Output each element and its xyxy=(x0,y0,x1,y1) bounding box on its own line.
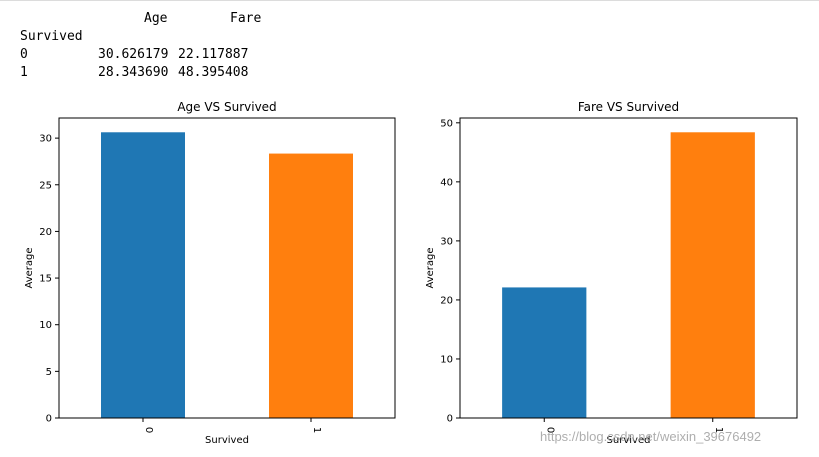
y-tick-label: 0 xyxy=(447,414,453,425)
y-tick-label: 10 xyxy=(440,354,453,365)
axes-frame xyxy=(58,117,396,419)
y-tick-label: 5 xyxy=(46,367,52,378)
df-row-index: 1 xyxy=(20,65,28,80)
y-tick-label: 20 xyxy=(440,295,453,306)
bar xyxy=(101,132,185,418)
x-axis-label: Survived xyxy=(205,435,249,446)
y-tick-label: 50 xyxy=(440,118,453,129)
dataframe-output: Age Fare Survived 0 30.626179 22.117887 … xyxy=(20,10,261,190)
df-cell-age: 28.343690 xyxy=(98,65,169,80)
y-tick-label: 30 xyxy=(440,236,453,247)
df-col-header-age: Age xyxy=(144,11,168,26)
chart-title: Age VS Survived xyxy=(177,100,276,114)
chart-title: Fare VS Survived xyxy=(578,100,679,114)
x-tick-label: 1 xyxy=(713,427,724,433)
y-tick-label: 15 xyxy=(39,274,52,285)
watermark-text: https://blog.csdn.net/weixin_39676492 xyxy=(540,429,762,444)
df-row-index: 0 xyxy=(20,47,28,62)
df-col-header-fare: Fare xyxy=(230,11,262,26)
df-index-name: Survived xyxy=(20,29,83,44)
x-axis-label: Survived xyxy=(607,435,651,446)
x-tick-label: 0 xyxy=(544,427,555,433)
bar xyxy=(269,153,353,418)
y-tick-label: 30 xyxy=(39,134,52,145)
bar xyxy=(502,287,587,418)
df-cell-age: 30.626179 xyxy=(98,47,169,62)
bar xyxy=(670,132,755,418)
y-tick-label: 20 xyxy=(39,227,52,238)
y-tick-label: 25 xyxy=(39,180,52,191)
x-tick-label: 1 xyxy=(311,427,322,433)
df-cell-fare: 22.117887 xyxy=(178,47,249,62)
y-axis-label: Average xyxy=(24,247,35,288)
y-axis-label: Average xyxy=(425,247,436,288)
df-cell-fare: 48.395408 xyxy=(178,65,249,80)
x-tick-label: 0 xyxy=(143,427,154,433)
cell-top-border xyxy=(0,0,819,1)
y-tick-label: 10 xyxy=(39,320,52,331)
y-tick-label: 40 xyxy=(440,177,453,188)
y-tick-label: 0 xyxy=(46,414,52,425)
axes-frame xyxy=(459,117,798,419)
